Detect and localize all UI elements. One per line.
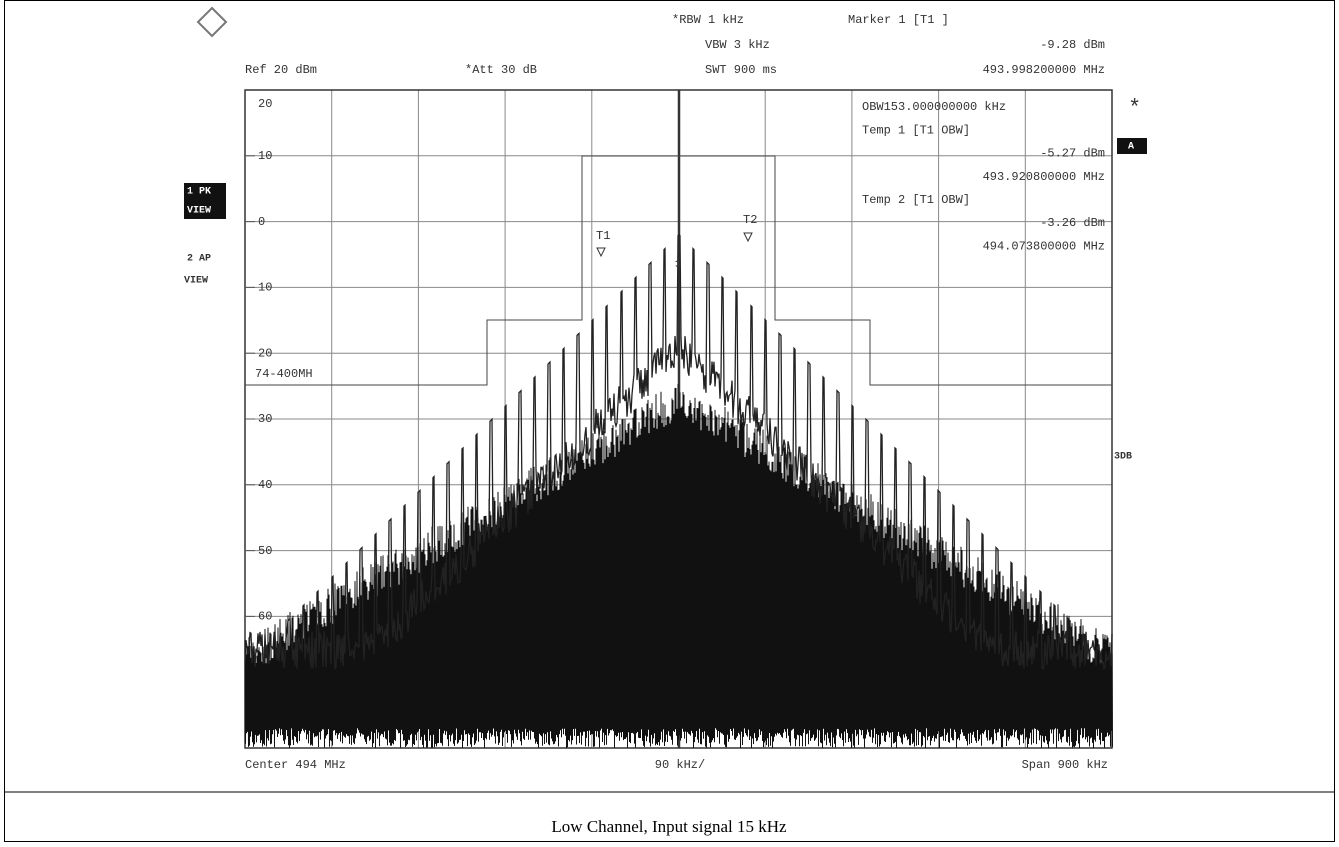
marker-1: 1 (675, 260, 681, 271)
marker-t2: T2 (743, 213, 757, 227)
limit-label: 74-400MH (255, 367, 313, 381)
caption: Low Channel, Input signal 15 kHz (551, 817, 787, 836)
trace1: 1 PK (187, 187, 211, 198)
y-label: 0 (258, 215, 265, 229)
info-line: Temp 2 [T1 OBW] (862, 193, 970, 207)
y-label: 10 (258, 281, 272, 295)
info: OBW153.000000000 kHz Temp 1 [T1 OBW] -5.27… (862, 100, 1105, 253)
view-box (184, 183, 226, 219)
info-line: 493.920800000 MHz (983, 170, 1105, 184)
trace2: 2 AP (187, 254, 211, 265)
y-label: 50 (258, 544, 272, 558)
marker-icon (596, 247, 606, 258)
marker: Marker 1 [T1 ] (848, 13, 949, 27)
info-line: -5.27 dBm (1040, 147, 1105, 161)
trace-avg (244, 383, 1113, 749)
logo (196, 6, 228, 38)
y-label: 60 (258, 610, 272, 624)
y-label: 20 (258, 346, 272, 360)
rbw: *RBW 1 kHz (672, 13, 744, 27)
swt: SWT 900 ms (705, 63, 777, 77)
marker-icon (743, 232, 753, 243)
db-label: 3DB (1114, 452, 1132, 463)
y-label: 20 (258, 97, 272, 111)
span: Span 900 kHz (1022, 758, 1108, 772)
traces (244, 233, 1113, 749)
info-line: -3.26 dBm (1040, 216, 1105, 230)
a-box (1117, 138, 1147, 154)
limit-line (245, 155, 1112, 386)
info-line: 494.073800000 MHz (983, 239, 1105, 253)
y-label: 40 (258, 478, 272, 492)
vbw: VBW 3 kHz (705, 38, 770, 52)
y-label: 30 (258, 412, 272, 426)
marker-level: -9.28 dBm (1040, 38, 1105, 52)
view2: VIEW (184, 276, 208, 287)
info-line: OBW153.000000000 kHz (862, 100, 1006, 114)
center: Center 494 MHz (245, 758, 346, 772)
ref: Ref 20 dBm (245, 63, 317, 77)
info-line: Temp 1 [T1 OBW] (862, 123, 970, 137)
marker-freq: 493.998200000 MHz (983, 63, 1105, 77)
marker-t1: T1 (596, 229, 610, 243)
div: 90 kHz/ (655, 758, 705, 772)
trace-peak (244, 233, 1113, 671)
star: * (1128, 96, 1141, 121)
view1: VIEW (187, 206, 211, 217)
y-labels: 20 10 0 10 20 30 40 50 60 (245, 97, 272, 624)
a-label: A (1128, 142, 1134, 153)
y-label: 10 (258, 149, 272, 163)
att: *Att 30 dB (465, 63, 537, 77)
